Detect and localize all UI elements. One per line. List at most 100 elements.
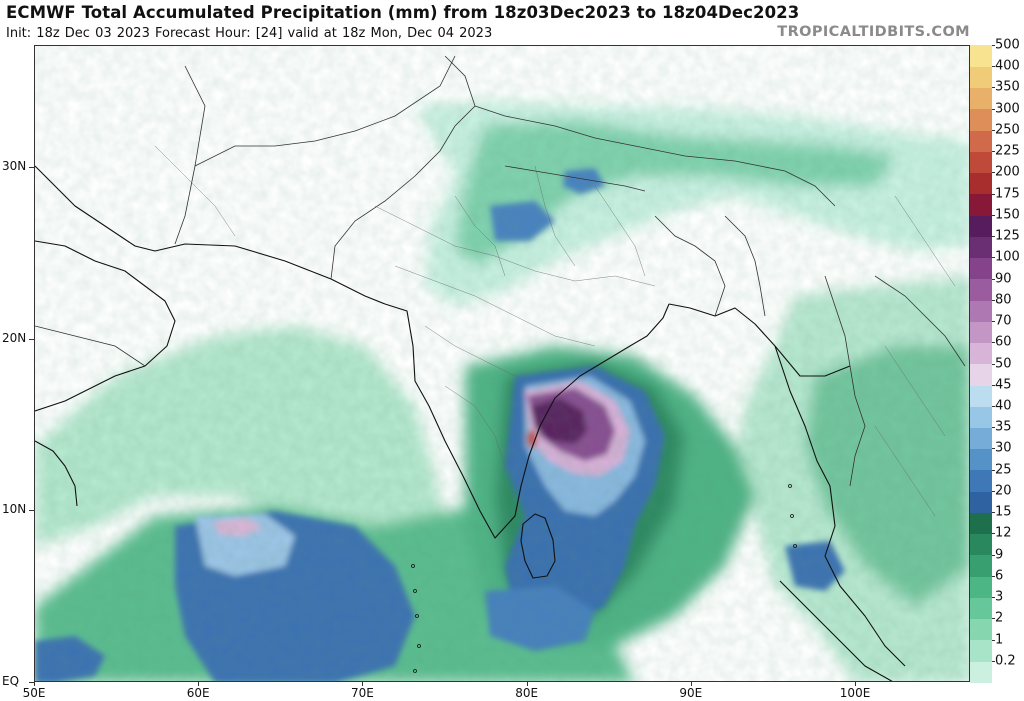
colorbar-label: 2 xyxy=(995,610,1004,626)
colorbar-tick xyxy=(992,469,995,471)
coast-africa xyxy=(35,440,78,507)
colorbar-tick xyxy=(992,214,995,216)
colorbar-swatch xyxy=(970,108,992,131)
lat-tick xyxy=(29,166,34,168)
colorbar-label: 70 xyxy=(995,313,1012,329)
colorbar-tick xyxy=(992,490,995,492)
forecast-info: Init: 18z Dec 03 2023 Forecast Hour: [24… xyxy=(6,26,493,41)
colorbar-swatch xyxy=(970,129,992,152)
lat-tick xyxy=(29,338,34,340)
colorbar-swatch xyxy=(970,257,992,280)
lon-label: 60E xyxy=(186,686,210,700)
colorbar-swatch xyxy=(970,363,992,386)
colorbar-tick xyxy=(992,448,995,450)
colorbar-tick xyxy=(992,405,995,407)
colorbar-tick xyxy=(992,87,995,89)
border-india-myanmar xyxy=(724,215,766,317)
colorbar-label: 1 xyxy=(995,632,1004,648)
colorbar-tick xyxy=(992,108,995,110)
lon-label: 100E xyxy=(839,686,871,700)
lon-tick xyxy=(34,682,35,686)
colorbar-label: 25 xyxy=(995,462,1012,478)
colorbar-label: 35 xyxy=(995,419,1012,435)
precipitation-map xyxy=(34,45,970,682)
colorbar-swatch xyxy=(970,660,992,683)
lon-tick xyxy=(855,682,857,686)
coastlines xyxy=(35,165,906,681)
colorbar-swatch xyxy=(970,512,992,535)
colorbar-tick xyxy=(992,66,995,68)
colorbar-label: 60 xyxy=(995,334,1012,350)
colorbar-swatch xyxy=(970,278,992,301)
colorbar-label: 90 xyxy=(995,271,1012,287)
colorbar-tick xyxy=(992,427,995,429)
colorbar-swatch xyxy=(970,597,992,620)
colorbar-label: 500 xyxy=(995,37,1020,53)
colorbar-swatch xyxy=(970,448,992,471)
colorbar-tick xyxy=(992,129,995,131)
lon-label: 50E xyxy=(22,686,46,700)
colorbar-label: 80 xyxy=(995,292,1012,308)
lat-tick xyxy=(29,510,34,512)
colorbar-tick xyxy=(992,342,995,344)
colorbar-tick xyxy=(992,639,995,641)
coast-gulf xyxy=(35,165,332,280)
border-bangladesh xyxy=(654,215,726,317)
colorbar-swatch xyxy=(970,490,992,513)
colorbar-label: 40 xyxy=(995,398,1012,414)
border-nepal xyxy=(504,165,646,192)
map-canvas xyxy=(35,46,969,681)
colorbar-swatch xyxy=(970,618,992,641)
colorbar-swatch xyxy=(970,533,992,556)
coast-india xyxy=(330,278,670,539)
precipitation-layer xyxy=(35,46,969,681)
colorbar-label: 175 xyxy=(995,186,1020,202)
lat-label: 10N xyxy=(2,502,27,517)
colorbar-tick xyxy=(992,299,995,301)
border-myanmar-thailand xyxy=(824,275,866,487)
border-saudi-yemen xyxy=(35,325,146,367)
coast-sri-lanka xyxy=(520,513,556,579)
colorbar-swatch xyxy=(970,321,992,344)
colorbar-tick xyxy=(992,321,995,323)
colorbar-swatch xyxy=(970,299,992,322)
border-bhutan-china xyxy=(474,105,836,207)
colorbar-swatch xyxy=(970,45,992,67)
colorbar-tick xyxy=(992,45,995,46)
colorbar-tick xyxy=(992,554,995,556)
colorbar-label: 250 xyxy=(995,122,1020,138)
colorbar-label: 50 xyxy=(995,356,1012,371)
border-iran xyxy=(174,65,206,245)
coast-bangladesh-myanmar xyxy=(668,303,851,377)
colorbar-swatch xyxy=(970,151,992,174)
coast-arabia xyxy=(35,240,176,412)
source-watermark: TROPICALTIDBITS.COM xyxy=(777,24,970,40)
border-afghanistan xyxy=(194,55,456,167)
colorbar-label: 125 xyxy=(995,228,1020,244)
colorbar-label: 45 xyxy=(995,377,1012,393)
lon-label: 70E xyxy=(350,686,374,700)
lat-label: 30N xyxy=(2,158,27,173)
colorbar-label: 12 xyxy=(995,525,1012,541)
colorbar-tick xyxy=(992,512,995,514)
colorbar-swatch xyxy=(970,427,992,450)
colorbar-swatch xyxy=(970,236,992,259)
lon-tick xyxy=(198,682,200,686)
lat-label: 20N xyxy=(2,330,27,345)
colorbar-tick xyxy=(992,363,995,365)
islands xyxy=(411,484,797,673)
colorbar-tick xyxy=(992,660,995,662)
colorbar-swatch xyxy=(970,405,992,428)
colorbar-swatch xyxy=(970,87,992,110)
colorbar-tick xyxy=(992,533,995,535)
colorbar-swatch xyxy=(970,554,992,577)
map-header: ECMWF Total Accumulated Precipitation (m… xyxy=(0,0,1024,44)
border-laos-vietnam xyxy=(874,275,966,367)
colorbar-swatch xyxy=(970,342,992,365)
colorbar-tick xyxy=(992,172,995,174)
colorbar-label: 400 xyxy=(995,58,1020,74)
colorbar-label: 350 xyxy=(995,79,1020,95)
colorbar-label: 6 xyxy=(995,568,1004,584)
colorbar-swatch xyxy=(970,384,992,407)
colorbar-tick xyxy=(992,575,995,577)
